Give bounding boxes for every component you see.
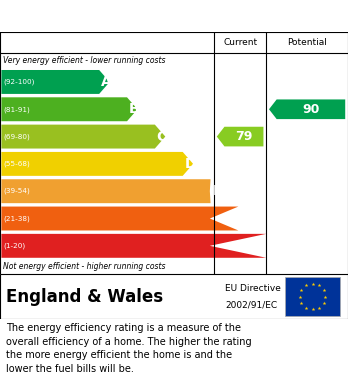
Text: 2002/91/EC: 2002/91/EC <box>225 300 277 309</box>
Polygon shape <box>1 125 165 149</box>
Text: EU Directive: EU Directive <box>225 284 281 293</box>
Text: Very energy efficient - lower running costs: Very energy efficient - lower running co… <box>3 56 165 65</box>
Text: (81-91): (81-91) <box>3 106 30 113</box>
Text: (21-38): (21-38) <box>3 215 30 222</box>
Text: 79: 79 <box>235 130 253 143</box>
Text: F: F <box>240 212 250 226</box>
Text: E: E <box>212 184 222 198</box>
Polygon shape <box>269 99 345 119</box>
Polygon shape <box>1 206 238 230</box>
Text: (39-54): (39-54) <box>3 188 30 194</box>
Text: (69-80): (69-80) <box>3 133 30 140</box>
Text: The energy efficiency rating is a measure of the
overall efficiency of a home. T: The energy efficiency rating is a measur… <box>6 323 252 374</box>
Polygon shape <box>1 179 211 203</box>
Text: B: B <box>129 102 140 116</box>
Text: Current: Current <box>223 38 257 47</box>
Text: 90: 90 <box>302 103 319 116</box>
Text: (92-100): (92-100) <box>3 79 35 85</box>
Polygon shape <box>1 97 137 121</box>
Bar <box>285 277 340 316</box>
Text: G: G <box>268 239 279 253</box>
Text: Energy Efficiency Rating: Energy Efficiency Rating <box>9 9 219 23</box>
Polygon shape <box>1 234 266 258</box>
Text: C: C <box>157 129 167 143</box>
Text: Not energy efficient - higher running costs: Not energy efficient - higher running co… <box>3 262 165 271</box>
Text: England & Wales: England & Wales <box>6 287 163 305</box>
Polygon shape <box>217 127 263 146</box>
Polygon shape <box>1 152 193 176</box>
Text: (1-20): (1-20) <box>3 242 26 249</box>
Text: Potential: Potential <box>287 38 327 47</box>
Text: (55-68): (55-68) <box>3 161 30 167</box>
Text: D: D <box>184 157 196 171</box>
Text: A: A <box>101 75 112 89</box>
Polygon shape <box>1 70 110 94</box>
